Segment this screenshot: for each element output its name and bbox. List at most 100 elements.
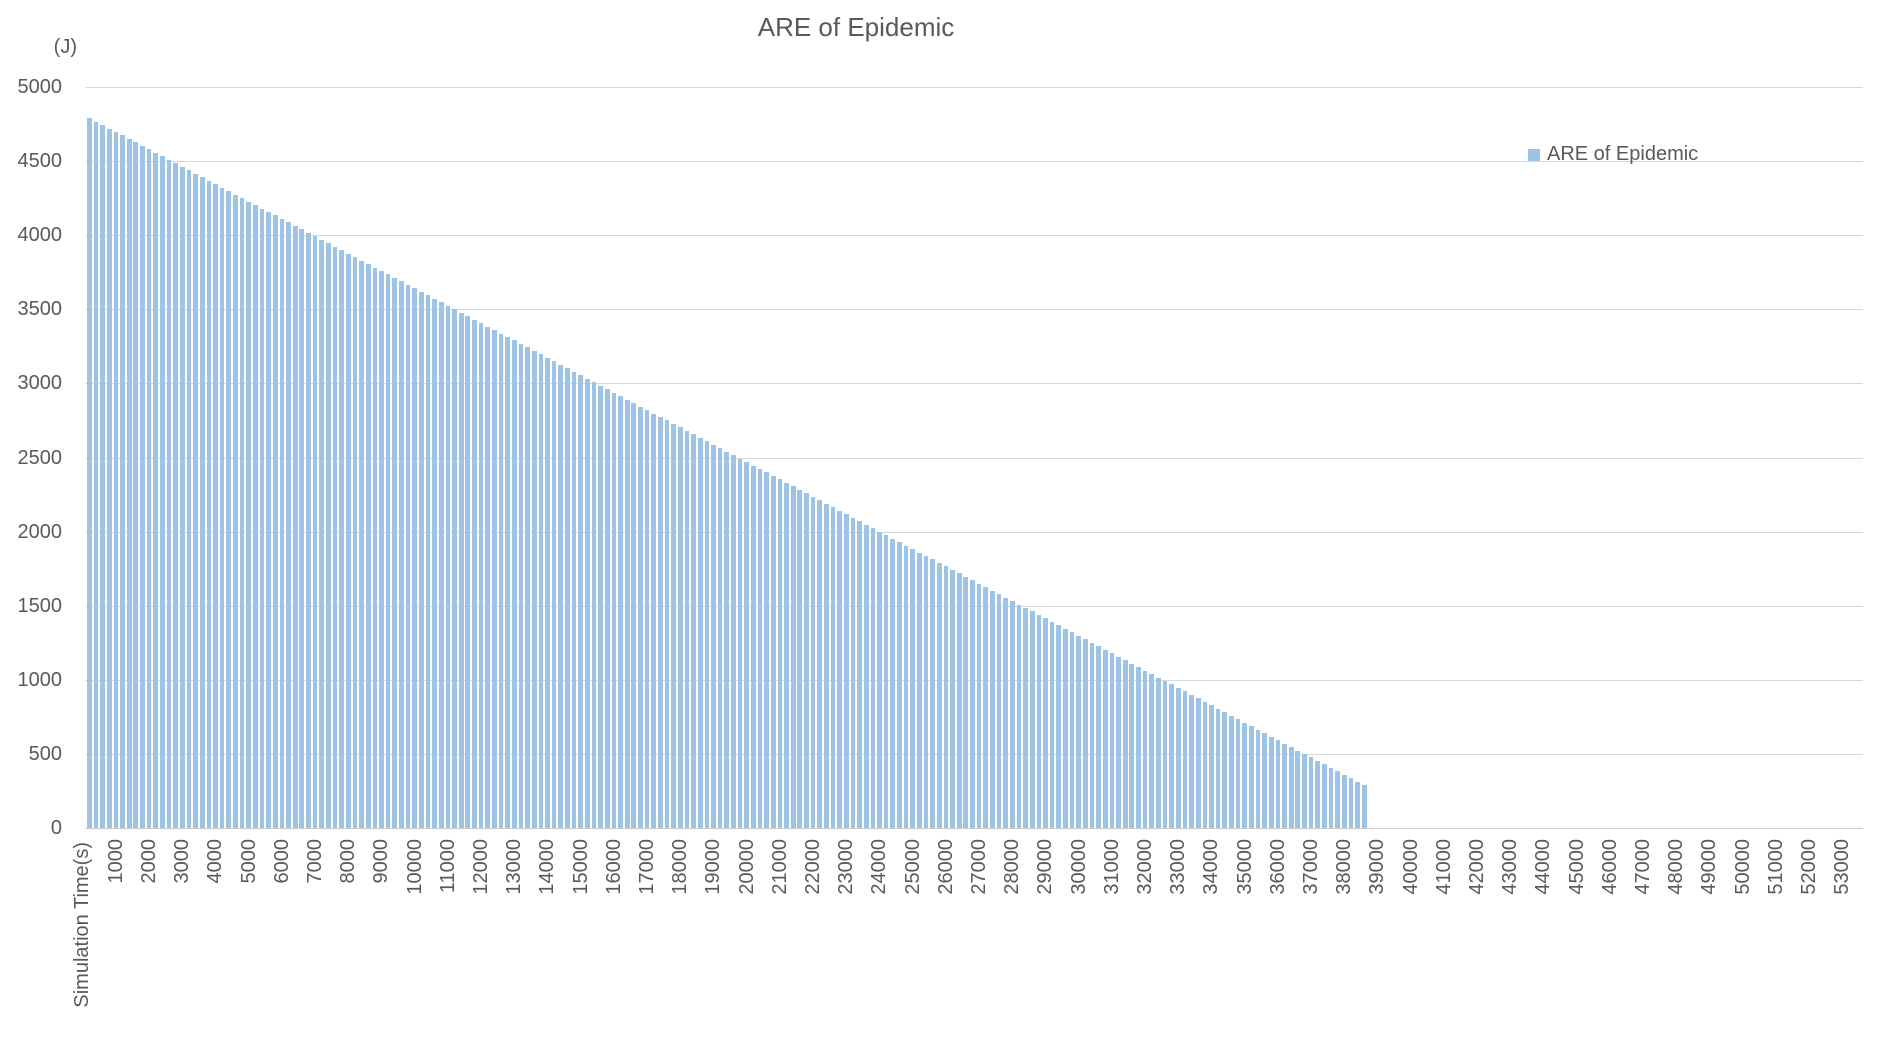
bar <box>990 590 995 828</box>
bar <box>976 583 982 828</box>
bar <box>638 406 643 828</box>
bar <box>797 489 803 828</box>
bar <box>259 208 265 828</box>
legend-series-label: ARE of Epidemic <box>1547 143 1699 165</box>
bar <box>272 215 278 828</box>
y-tick-label: 2000 <box>17 520 63 543</box>
bar <box>624 399 630 828</box>
bar <box>1335 771 1340 828</box>
bar <box>1136 667 1141 828</box>
bar <box>910 548 916 828</box>
bar <box>1043 618 1048 828</box>
x-tick-label: 22000 <box>802 839 825 895</box>
bar <box>863 524 869 828</box>
bar <box>850 517 856 828</box>
bar <box>1222 712 1228 828</box>
bar <box>312 236 318 828</box>
x-tick-label: 27000 <box>968 839 991 895</box>
bar <box>1328 767 1334 828</box>
bar <box>1149 674 1155 828</box>
bar <box>764 472 769 828</box>
bar <box>830 507 836 828</box>
y-tick-label: 2500 <box>17 446 63 469</box>
bar <box>365 264 371 828</box>
bar <box>824 503 829 828</box>
bar <box>1036 615 1042 828</box>
bar <box>246 201 252 828</box>
x-tick-label: 17000 <box>636 839 659 895</box>
bar <box>306 232 311 828</box>
x-tick-label: 49000 <box>1698 839 1721 895</box>
x-tick-label: 18000 <box>669 839 692 895</box>
bar <box>100 125 105 828</box>
gridline <box>85 161 1863 163</box>
y-axis-unit-label: (J) <box>53 36 77 58</box>
bar <box>704 441 710 828</box>
x-tick-label: 43000 <box>1499 839 1522 895</box>
bar <box>817 500 823 828</box>
bar <box>153 152 159 828</box>
bar <box>1209 705 1214 828</box>
bar <box>1129 663 1135 828</box>
bar <box>843 514 849 828</box>
x-tick-label: 24000 <box>868 839 891 895</box>
y-tick-label: 5000 <box>17 76 63 98</box>
bar <box>412 288 418 828</box>
bar <box>432 298 437 828</box>
bar <box>618 396 623 828</box>
bar <box>339 250 344 828</box>
x-tick-label: 28000 <box>1001 839 1024 895</box>
bar <box>1361 785 1367 828</box>
bar <box>651 413 657 828</box>
bar <box>87 118 92 828</box>
bar <box>1109 653 1115 828</box>
bar <box>770 476 776 828</box>
bar <box>757 469 763 828</box>
bar <box>133 142 139 828</box>
x-tick-label: 35000 <box>1233 839 1256 895</box>
bar <box>1348 778 1354 828</box>
bar <box>923 555 929 828</box>
bar <box>458 312 464 828</box>
x-tick-label: 8000 <box>337 839 360 884</box>
bar <box>1089 642 1095 828</box>
bar <box>578 375 584 828</box>
bar <box>352 257 358 828</box>
x-tick-label: 20000 <box>735 839 758 895</box>
bar <box>173 163 178 828</box>
bar <box>571 371 577 828</box>
x-tick-label: 11000 <box>436 839 459 894</box>
bar <box>1069 632 1075 828</box>
bar <box>857 521 862 828</box>
bar <box>644 409 650 828</box>
bar <box>724 451 730 828</box>
bar-series-area <box>86 87 1864 828</box>
bar <box>1215 708 1221 828</box>
bar <box>1009 601 1015 828</box>
bar <box>93 121 99 828</box>
bar <box>531 350 537 828</box>
bar <box>671 423 676 828</box>
bar <box>950 569 955 828</box>
bar <box>326 243 331 828</box>
bar <box>126 139 132 828</box>
bar <box>1142 670 1148 828</box>
bar <box>1156 677 1161 828</box>
bar <box>1341 774 1347 828</box>
bar <box>140 145 145 828</box>
bar <box>1169 684 1174 828</box>
bar <box>239 198 245 828</box>
x-tick-label: 40000 <box>1399 839 1422 895</box>
chart-title: ARE of Epidemic <box>757 12 955 42</box>
bar <box>1049 621 1055 828</box>
bar <box>419 291 424 828</box>
bar <box>485 326 491 828</box>
bar <box>538 354 544 828</box>
bar <box>1295 750 1301 828</box>
bar <box>219 187 225 828</box>
bar <box>790 486 796 828</box>
bar <box>1235 719 1241 828</box>
x-tick-label: 9000 <box>370 839 393 884</box>
bar <box>677 427 683 828</box>
bar <box>372 267 378 828</box>
